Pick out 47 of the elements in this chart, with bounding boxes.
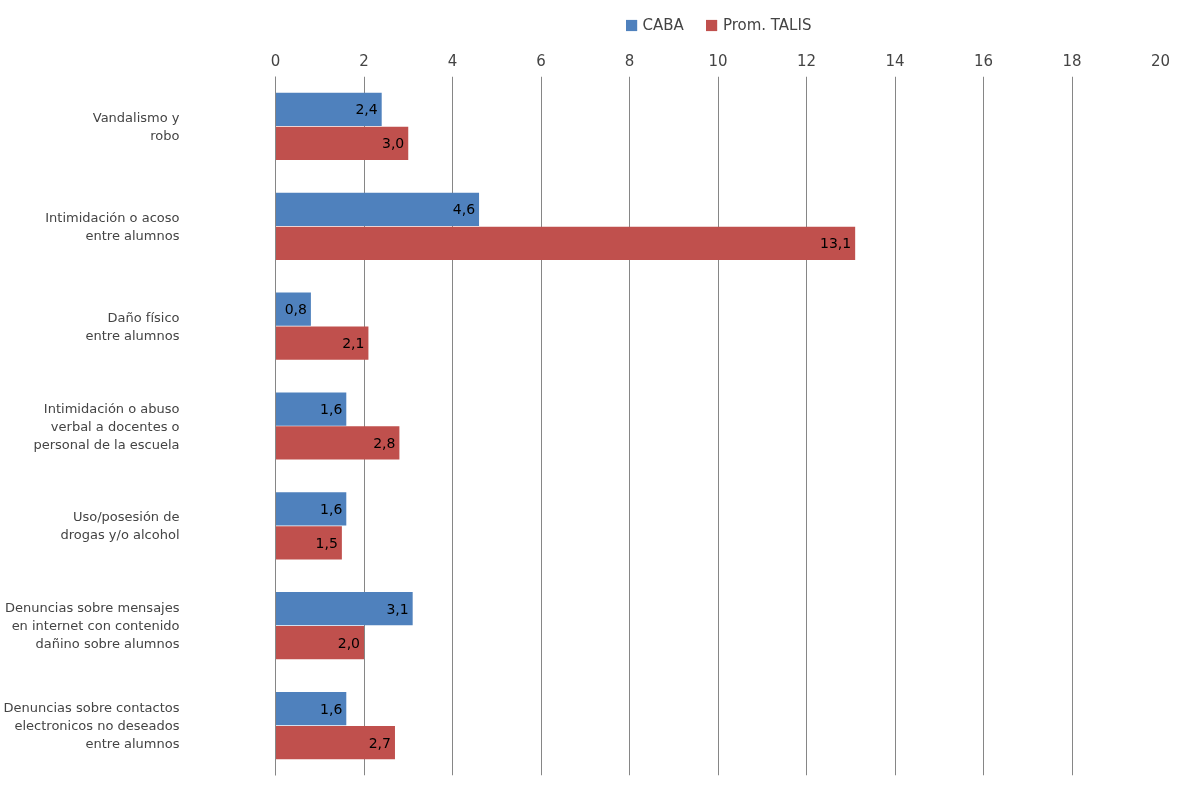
bar <box>275 626 364 660</box>
x-tick-label: 0 <box>270 51 281 70</box>
bar <box>275 92 382 127</box>
bar <box>275 426 400 460</box>
data-label: 2,8 <box>373 434 396 451</box>
y-tick-label: Vandalismo y robo <box>92 109 180 143</box>
data-label: 3,0 <box>381 135 405 152</box>
data-label: 2,1 <box>342 335 365 352</box>
data-label: 3,1 <box>386 600 409 617</box>
x-tick-label: 6 <box>536 51 546 70</box>
y-tick-label: Denuncias sobre contactos electronicos no deseados entre alumnos <box>3 700 180 752</box>
bar <box>275 392 347 426</box>
legend-label: CABA <box>642 16 684 34</box>
x-tick-label: 2 <box>359 51 369 70</box>
bar <box>275 192 480 226</box>
x-tick-label: 12 <box>796 51 817 70</box>
y-tick-label: Intimidación o acoso entre alumnos <box>45 209 180 243</box>
y-tick-label: Daño físico entre alumnos <box>85 309 180 343</box>
bar <box>275 126 409 161</box>
y-tick-label: Intimidación o abuso verbal a docentes o personal de la escuela <box>33 400 180 452</box>
data-label: 1,6 <box>320 500 343 517</box>
data-label: 1,6 <box>320 401 343 418</box>
bar <box>275 326 369 360</box>
x-tick-label: 18 <box>1062 51 1082 70</box>
x-tick-label: 20 <box>1150 51 1171 70</box>
x-tick-label: 16 <box>973 51 994 70</box>
legend-label: Prom. TALIS <box>722 16 812 34</box>
data-label: 2,0 <box>337 634 360 651</box>
bar <box>275 492 347 526</box>
x-tick-label: 4 <box>447 51 458 70</box>
bar <box>275 226 856 260</box>
bar <box>275 592 413 626</box>
data-label: 0,8 <box>284 301 307 318</box>
data-label: 13,1 <box>820 235 852 252</box>
bar <box>275 691 347 726</box>
data-label: 1,6 <box>320 700 343 717</box>
y-tick-label: Uso/posesión de drogas y/o alcohol <box>60 509 180 543</box>
data-label: 2,7 <box>368 734 391 751</box>
x-tick-label: 10 <box>708 51 728 70</box>
bar <box>275 725 395 760</box>
data-label: 1,5 <box>315 534 338 551</box>
bar <box>275 526 342 560</box>
x-tick-label: 14 <box>885 51 905 70</box>
x-tick-label: 8 <box>624 51 635 70</box>
y-tick-label: Denuncias sobre mensajes en internet con contenido dañino sobre alumnos <box>4 600 180 652</box>
data-label: 2,4 <box>355 101 378 118</box>
data-label: 4,6 <box>452 201 476 218</box>
